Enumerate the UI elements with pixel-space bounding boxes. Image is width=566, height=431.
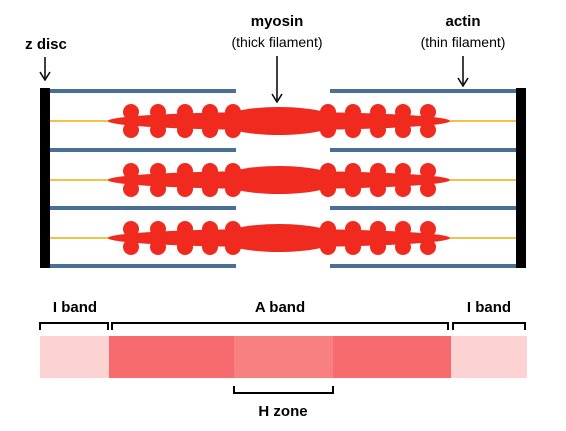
- myosin-filament: [108, 163, 450, 197]
- h-zone-bracket: [233, 386, 334, 394]
- z-disc-right: [516, 88, 526, 268]
- myosin-arrow: [271, 56, 283, 104]
- i-band-left-label: I band: [53, 299, 97, 316]
- actin-label: actin: [445, 13, 480, 30]
- z-disc-left: [40, 88, 50, 268]
- i-band-left: [40, 336, 109, 378]
- z-disc-arrow: [39, 57, 51, 82]
- z-disc-label: z disc: [25, 36, 67, 53]
- myosin-filament: [108, 221, 450, 255]
- a-band-label: A band: [255, 299, 305, 316]
- i-band-left-bracket: [39, 322, 109, 330]
- i-band-right: [451, 336, 527, 378]
- actin-arrow: [457, 56, 469, 88]
- a-band-right: [333, 336, 451, 378]
- titin-lines: [50, 120, 516, 239]
- myosin-filament: [108, 104, 450, 138]
- h-zone: [234, 336, 333, 378]
- i-band-right-bracket: [452, 322, 526, 330]
- myosin-sublabel: (thick filament): [231, 34, 322, 50]
- a-band-bracket: [111, 322, 449, 330]
- a-band-left: [109, 336, 234, 378]
- h-zone-label: H zone: [258, 403, 307, 420]
- actin-filaments: [50, 89, 516, 268]
- myosin-label: myosin: [251, 13, 304, 30]
- actin-sublabel: (thin filament): [421, 34, 506, 50]
- i-band-right-label: I band: [467, 299, 511, 316]
